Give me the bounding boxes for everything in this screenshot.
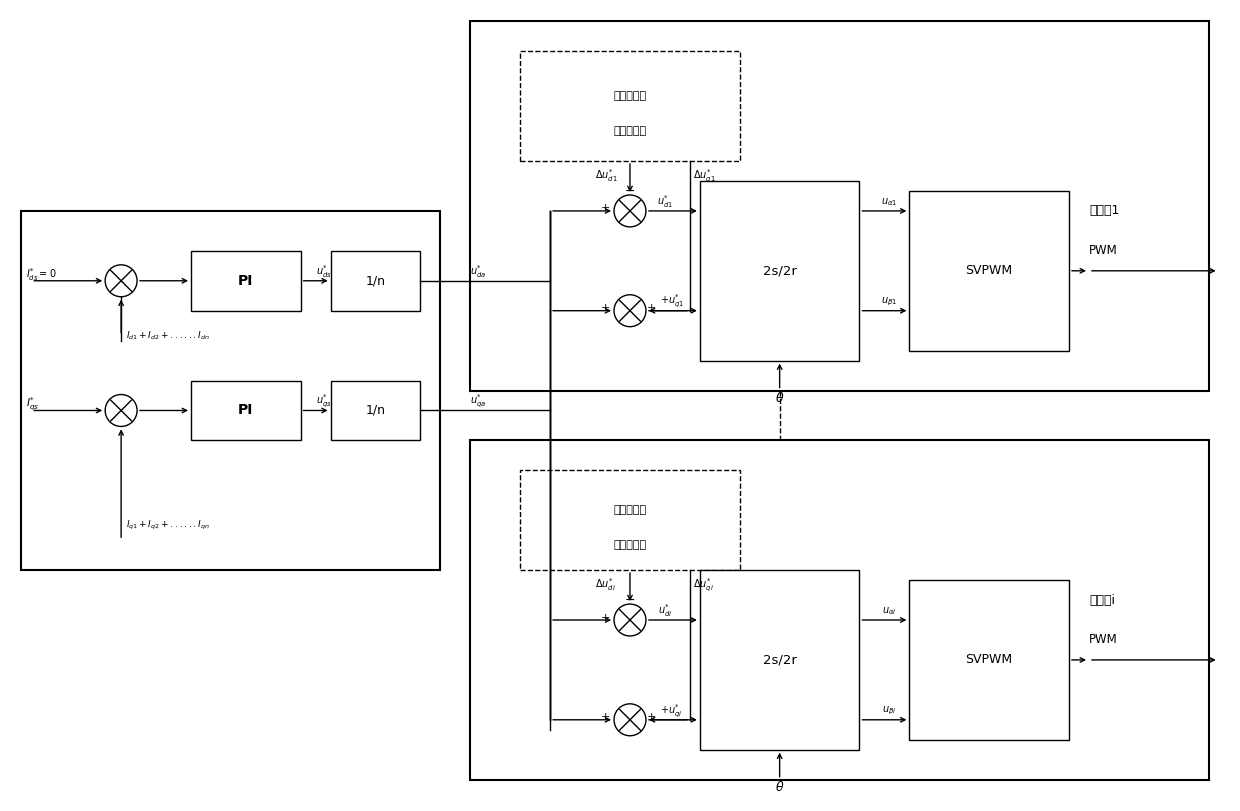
Text: $\theta$: $\theta$ (775, 779, 785, 794)
Text: SVPWM: SVPWM (966, 264, 1013, 277)
Text: PWM: PWM (1089, 633, 1117, 646)
Text: $I_{d1}+I_{d2}+......I_{dn}$: $I_{d1}+I_{d2}+......I_{dn}$ (126, 329, 210, 342)
Text: $u_{qs}^{*}$: $u_{qs}^{*}$ (316, 393, 331, 410)
Text: $+$: $+$ (600, 611, 610, 623)
Text: $u_{ds}^{*}$: $u_{ds}^{*}$ (316, 264, 331, 280)
Text: 均流差补偿: 均流差补偿 (614, 505, 646, 515)
Text: $u_{\beta i}$: $u_{\beta i}$ (882, 705, 897, 717)
Text: 1/n: 1/n (366, 274, 386, 287)
Bar (909, 191, 1069, 350)
Text: $+u_{qi}^{*}$: $+u_{qi}^{*}$ (660, 702, 682, 719)
Text: 2s/2r: 2s/2r (763, 264, 796, 277)
Text: $I_{q1}+I_{q2}+......I_{qn}$: $I_{q1}+I_{q2}+......I_{qn}$ (126, 519, 210, 532)
Circle shape (614, 604, 646, 636)
Text: 1/n: 1/n (366, 404, 386, 417)
Text: $\theta$: $\theta$ (775, 391, 785, 405)
Bar (470, 21, 1209, 391)
Text: $I_{ds}^{*}=0$: $I_{ds}^{*}=0$ (26, 266, 57, 283)
Text: $u_{qa}^{*}$: $u_{qa}^{*}$ (470, 393, 486, 410)
Text: $-$: $-$ (625, 593, 636, 606)
Circle shape (614, 195, 646, 227)
Text: $u_{di}^{*}$: $u_{di}^{*}$ (657, 603, 672, 620)
Text: $u_{\alpha i}$: $u_{\alpha i}$ (882, 605, 897, 617)
Text: $u_{d1}^{*}$: $u_{d1}^{*}$ (657, 194, 673, 210)
Bar (521, 470, 740, 570)
Text: 均流差补偿: 均流差补偿 (614, 91, 646, 101)
Text: 驱动器i: 驱动器i (1089, 594, 1115, 607)
Text: PWM: PWM (1089, 244, 1117, 257)
Circle shape (614, 294, 646, 327)
Text: $\Delta u_{qi}^{*}$: $\Delta u_{qi}^{*}$ (693, 577, 714, 594)
Text: $+$: $+$ (646, 303, 656, 313)
Circle shape (105, 265, 138, 297)
Text: PI: PI (238, 404, 253, 418)
Text: $+u_{q1}^{*}$: $+u_{q1}^{*}$ (660, 293, 684, 311)
Circle shape (614, 704, 646, 736)
Text: $\Delta u_{q1}^{*}$: $\Delta u_{q1}^{*}$ (693, 167, 715, 185)
Bar (331, 380, 420, 440)
Bar (909, 580, 1069, 740)
Text: $-$: $-$ (625, 183, 636, 196)
Text: $+$: $+$ (600, 303, 610, 313)
Bar (191, 251, 301, 311)
Circle shape (105, 394, 138, 427)
Text: 驱动器1: 驱动器1 (1089, 204, 1120, 217)
Text: $\Delta u_{di}^{*}$: $\Delta u_{di}^{*}$ (595, 577, 616, 594)
Bar (191, 380, 301, 440)
Bar (331, 251, 420, 311)
Text: $+$: $+$ (600, 711, 610, 723)
Text: $+$: $+$ (646, 711, 656, 723)
Text: 2s/2r: 2s/2r (763, 654, 796, 667)
Text: $u_{\beta 1}$: $u_{\beta 1}$ (882, 295, 898, 308)
Bar (699, 570, 859, 749)
Text: $I_{qs}^{*}$: $I_{qs}^{*}$ (26, 396, 40, 413)
Bar (470, 440, 1209, 779)
Text: 滞环控制器: 滞环控制器 (614, 540, 646, 550)
Text: PI: PI (238, 274, 253, 288)
Text: $\Delta u_{d1}^{*}$: $\Delta u_{d1}^{*}$ (595, 168, 618, 184)
Text: SVPWM: SVPWM (966, 654, 1013, 667)
Text: $+$: $+$ (600, 203, 610, 213)
Text: $u_{da}^{*}$: $u_{da}^{*}$ (470, 264, 486, 280)
Text: 滞环控制器: 滞环控制器 (614, 127, 646, 136)
Bar (699, 181, 859, 361)
Text: $u_{\alpha 1}$: $u_{\alpha 1}$ (882, 196, 898, 208)
Bar (21, 211, 440, 570)
Bar (521, 51, 740, 161)
